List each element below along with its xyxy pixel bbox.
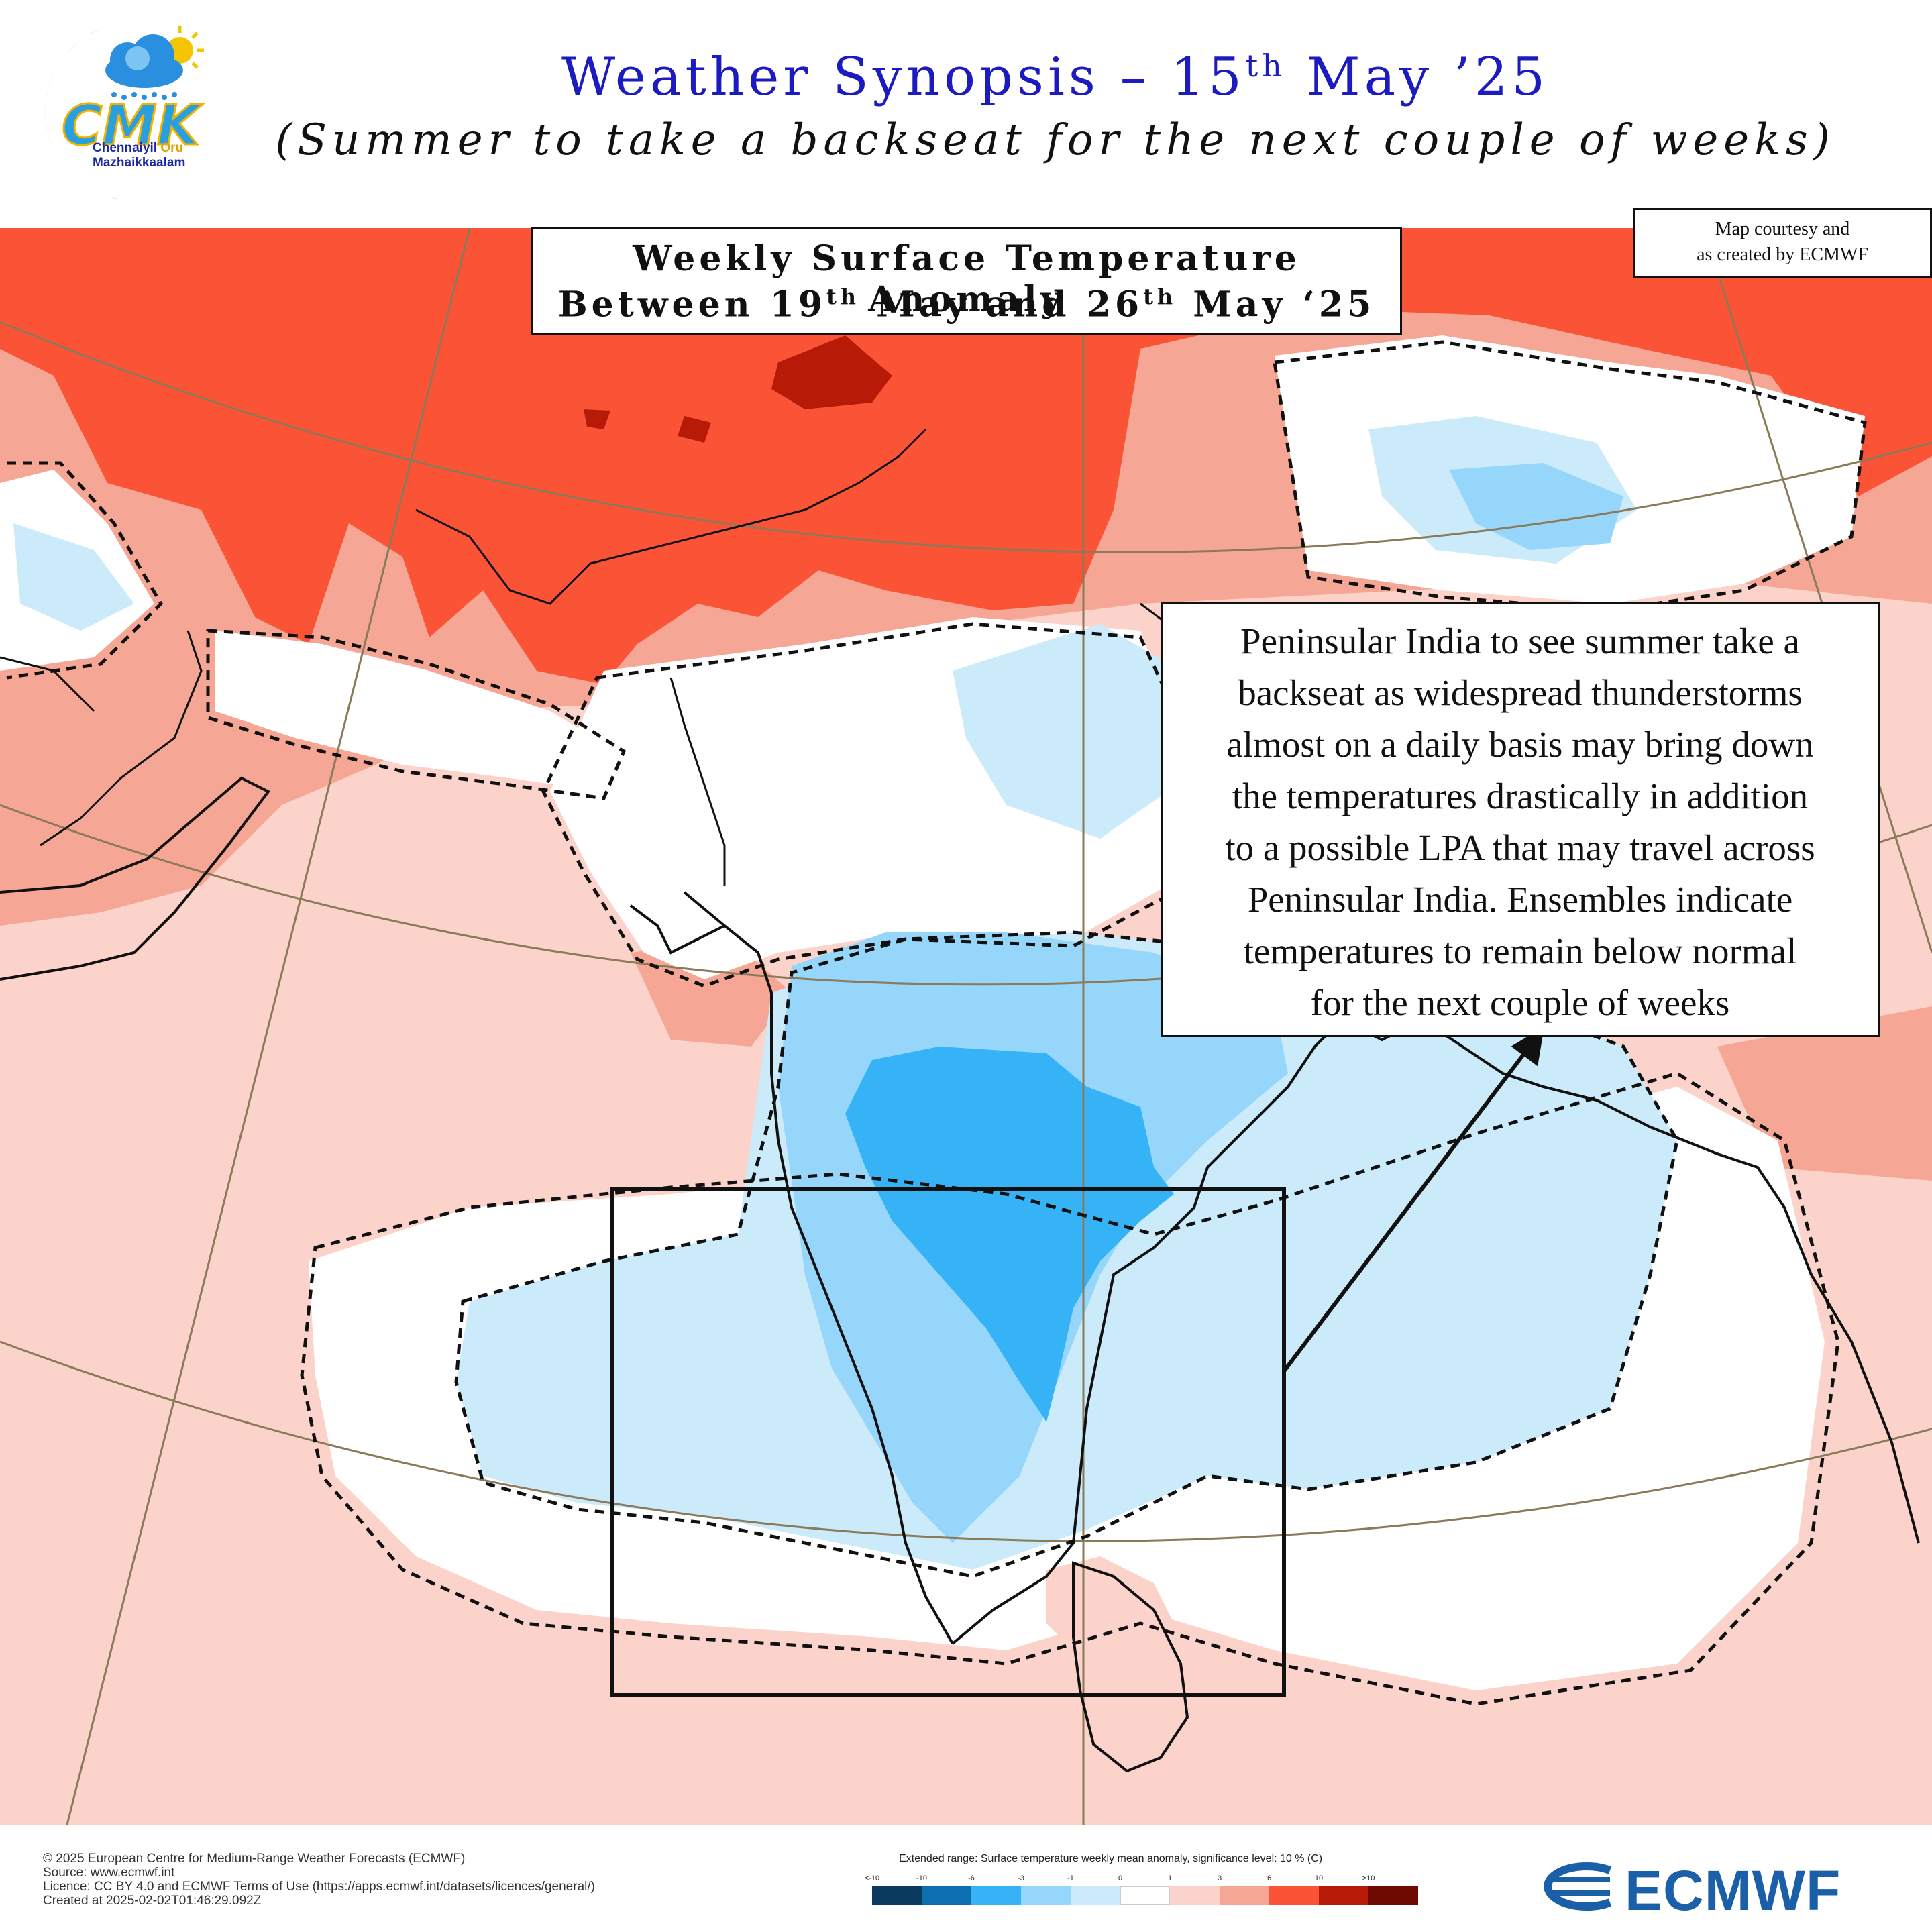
created-text: Created at 2025-02-02T01:46:29.092Z — [43, 1894, 262, 1908]
cool-moderate-region-ne — [1449, 463, 1623, 550]
india-west-coast — [683, 891, 954, 1644]
callout-line: temperatures to remain below normal — [1243, 930, 1797, 971]
arabia-coast — [0, 776, 271, 981]
significance-contours — [6, 340, 1867, 1706]
legend-swatch — [1220, 1886, 1269, 1905]
map-title-box: Weekly Surface Temperature Anomaly Betwe… — [531, 227, 1402, 335]
legend-swatch — [1021, 1886, 1071, 1905]
contour-himalaya — [206, 629, 627, 800]
legend-swatch — [1368, 1886, 1418, 1905]
sri-lanka-coast — [1072, 1561, 1189, 1773]
contour-north-east — [1273, 340, 1867, 612]
courtesy-line1: Map courtesy and — [1715, 219, 1850, 239]
source-text: Source: www.ecmwf.int — [43, 1866, 175, 1880]
warm-very-strong-region — [771, 335, 892, 409]
legend-tick-label: 1 — [1167, 1874, 1173, 1882]
callout-line: the temperatures drastically in addition — [1232, 775, 1809, 816]
peninsular-india-highlight-box — [610, 1187, 1286, 1697]
courtesy-box: Map courtesy and as created by ECMWF — [1633, 208, 1932, 278]
legend-swatch — [872, 1886, 922, 1905]
border-2 — [804, 428, 927, 511]
legend-tick-label: -1 — [1067, 1874, 1074, 1882]
page-title: Weather Synopsis – 15th May ’25 — [561, 47, 1549, 107]
warm-very-strong-spot — [678, 416, 711, 443]
legend-tick-label: 10 — [1314, 1874, 1324, 1882]
longitude-line-1 — [66, 228, 471, 1825]
map-title-line2: Between 19th May and 26th May ‘25 — [557, 284, 1376, 325]
contour-arabian-sea — [300, 1071, 1840, 1706]
myanmar-coast — [1650, 1126, 1920, 1544]
border-1 — [415, 508, 806, 605]
neutral-region-himalaya — [215, 631, 617, 792]
page-subtitle: (Summer to take a backseat for the next … — [275, 115, 1835, 165]
legend-tick-label: <-10 — [864, 1874, 880, 1882]
map-title-line1: Weekly Surface Temperature Anomaly — [633, 238, 1301, 320]
contour-india-belt — [541, 622, 1189, 988]
legend-tick-label: 6 — [1267, 1874, 1272, 1882]
legend-tick-label: 0 — [1118, 1874, 1123, 1882]
logo-caption-line1: Chennaiyil Oru — [93, 141, 184, 155]
longitude-line-3 — [1703, 228, 1932, 953]
coastlines — [0, 776, 1920, 1773]
callout-line: Peninsular India to see summer take a — [1240, 621, 1800, 661]
forecast-callout: Peninsular India to see summer take a ba… — [1161, 602, 1880, 1037]
svg-text:CMK: CMK — [62, 94, 203, 158]
legend-tick-label: -10 — [916, 1874, 927, 1882]
legend-swatch — [971, 1886, 1021, 1905]
licence-text: Licence: CC BY 4.0 and ECMWF Terms of Us… — [43, 1880, 595, 1894]
callout-line: almost on a daily basis may bring down — [1226, 724, 1814, 765]
callout-arrow — [1282, 1026, 1545, 1373]
legend-swatch — [1319, 1886, 1368, 1905]
legend-swatch — [1120, 1886, 1170, 1905]
omk-logo: CMK — [7, 17, 208, 205]
callout-line: backseat as widespread thunderstorms — [1238, 672, 1803, 713]
callout-line: for the next couple of weeks — [1310, 982, 1730, 1023]
warm-region-sri-lanka — [1046, 1556, 1181, 1677]
ecmwf-logo-icon — [1529, 1858, 1623, 1917]
warm-strong-region — [0, 228, 1932, 684]
legend-tick-label: >10 — [1362, 1874, 1375, 1882]
callout-line: Peninsular India. Ensembles indicate — [1247, 879, 1793, 920]
india-east-coast — [951, 1018, 1343, 1645]
border-3 — [669, 677, 726, 885]
warm-moderate-region-arabia — [0, 711, 255, 912]
cool-light-region-west — [13, 523, 134, 631]
legend-swatch — [1170, 1886, 1220, 1905]
legend-title: Extended range: Surface temperature week… — [899, 1853, 1323, 1864]
ecmwf-credits: © 2025 European Centre for Medium-Range … — [43, 1851, 595, 1908]
legend-swatch — [1269, 1886, 1319, 1905]
latitude-line-3 — [0, 1340, 1932, 1542]
legend-tick-label: -3 — [1018, 1874, 1024, 1882]
copyright-text: © 2025 European Centre for Medium-Range … — [43, 1851, 466, 1866]
legend-tick-label: -6 — [968, 1874, 975, 1882]
border-4 — [40, 630, 203, 847]
gujarat-coast — [629, 904, 725, 955]
contour-west — [6, 461, 164, 680]
latitude-line-1 — [0, 321, 1932, 553]
legend-swatch — [1071, 1886, 1120, 1905]
courtesy-line2: as created by ECMWF — [1697, 244, 1868, 265]
legend-swatch — [922, 1886, 971, 1905]
cool-light-region-north — [953, 624, 1181, 839]
callout-line: to a possible LPA that may travel across — [1225, 827, 1815, 868]
cloud-icon — [105, 34, 183, 88]
warm-very-strong-spot-2 — [584, 409, 610, 429]
cool-strong-region — [845, 1046, 1174, 1422]
border-5 — [0, 656, 95, 712]
contour-inner — [454, 930, 1679, 1578]
legend-tick-label: 3 — [1217, 1874, 1222, 1882]
ecmwf-logo-text: ECMWF — [1625, 1859, 1841, 1922]
logo-caption-line2: Mazhaikkaalam — [93, 156, 186, 170]
